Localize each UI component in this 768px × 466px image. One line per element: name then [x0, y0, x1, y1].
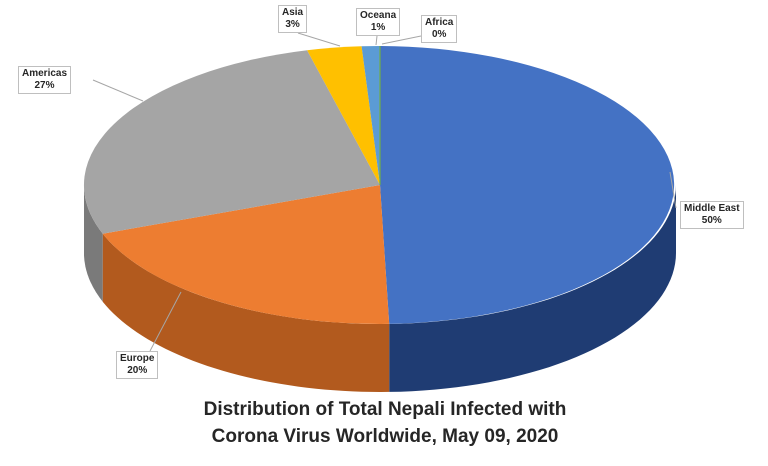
- chart-title: Distribution of Total Nepali Infected wi…: [150, 396, 620, 450]
- data-label-value: 27%: [34, 80, 55, 91]
- pie-side-americas: [84, 185, 103, 302]
- chart-title-line-1: Distribution of Total Nepali Infected wi…: [203, 399, 567, 420]
- data-label-name: Middle East: [684, 203, 740, 214]
- data-label-value: 0%: [431, 29, 447, 40]
- data-label-value: 50%: [701, 215, 722, 226]
- data-label-oceana: Oceana 1%: [356, 8, 401, 36]
- data-label-value: 1%: [370, 22, 386, 33]
- pie-slice-middle-east: [380, 46, 675, 324]
- data-label-value: 3%: [285, 19, 300, 30]
- leader-lines: [92, 32, 677, 352]
- leader-line-africa: [381, 35, 422, 45]
- pie-side-europe: [102, 233, 390, 392]
- pie-slices: [83, 46, 675, 324]
- data-label-name: Europe: [120, 353, 155, 364]
- pie-slice-europe: [102, 185, 390, 324]
- chart-title-line-2: Corona Virus Worldwide, May 09, 2020: [211, 426, 559, 447]
- data-label-middle-east: Middle East 50%: [680, 201, 744, 229]
- data-label-americas: Americas 27%: [18, 66, 72, 94]
- data-label-value: 20%: [127, 365, 148, 376]
- data-label-asia: Asia 3%: [278, 5, 308, 33]
- leader-line-americas: [92, 79, 144, 102]
- data-label-name: Oceana: [360, 10, 397, 21]
- leader-line-oceana: [375, 35, 378, 46]
- data-label-name: Asia: [282, 7, 304, 18]
- data-label-europe: Europe 20%: [116, 351, 159, 379]
- data-label-name: Americas: [22, 68, 68, 79]
- pie-slice-americas: [83, 50, 381, 234]
- pie-side-middle-east: [389, 185, 676, 392]
- data-label-africa: Africa 0%: [421, 15, 458, 43]
- leader-line-asia: [297, 32, 341, 47]
- pie-slice-oceana: [361, 46, 380, 185]
- pie-slice-asia: [307, 46, 380, 185]
- leader-line-middle-east: [669, 171, 677, 209]
- data-label-name: Africa: [425, 17, 454, 28]
- pie-sides: [84, 185, 676, 392]
- leader-line-europe: [149, 291, 182, 352]
